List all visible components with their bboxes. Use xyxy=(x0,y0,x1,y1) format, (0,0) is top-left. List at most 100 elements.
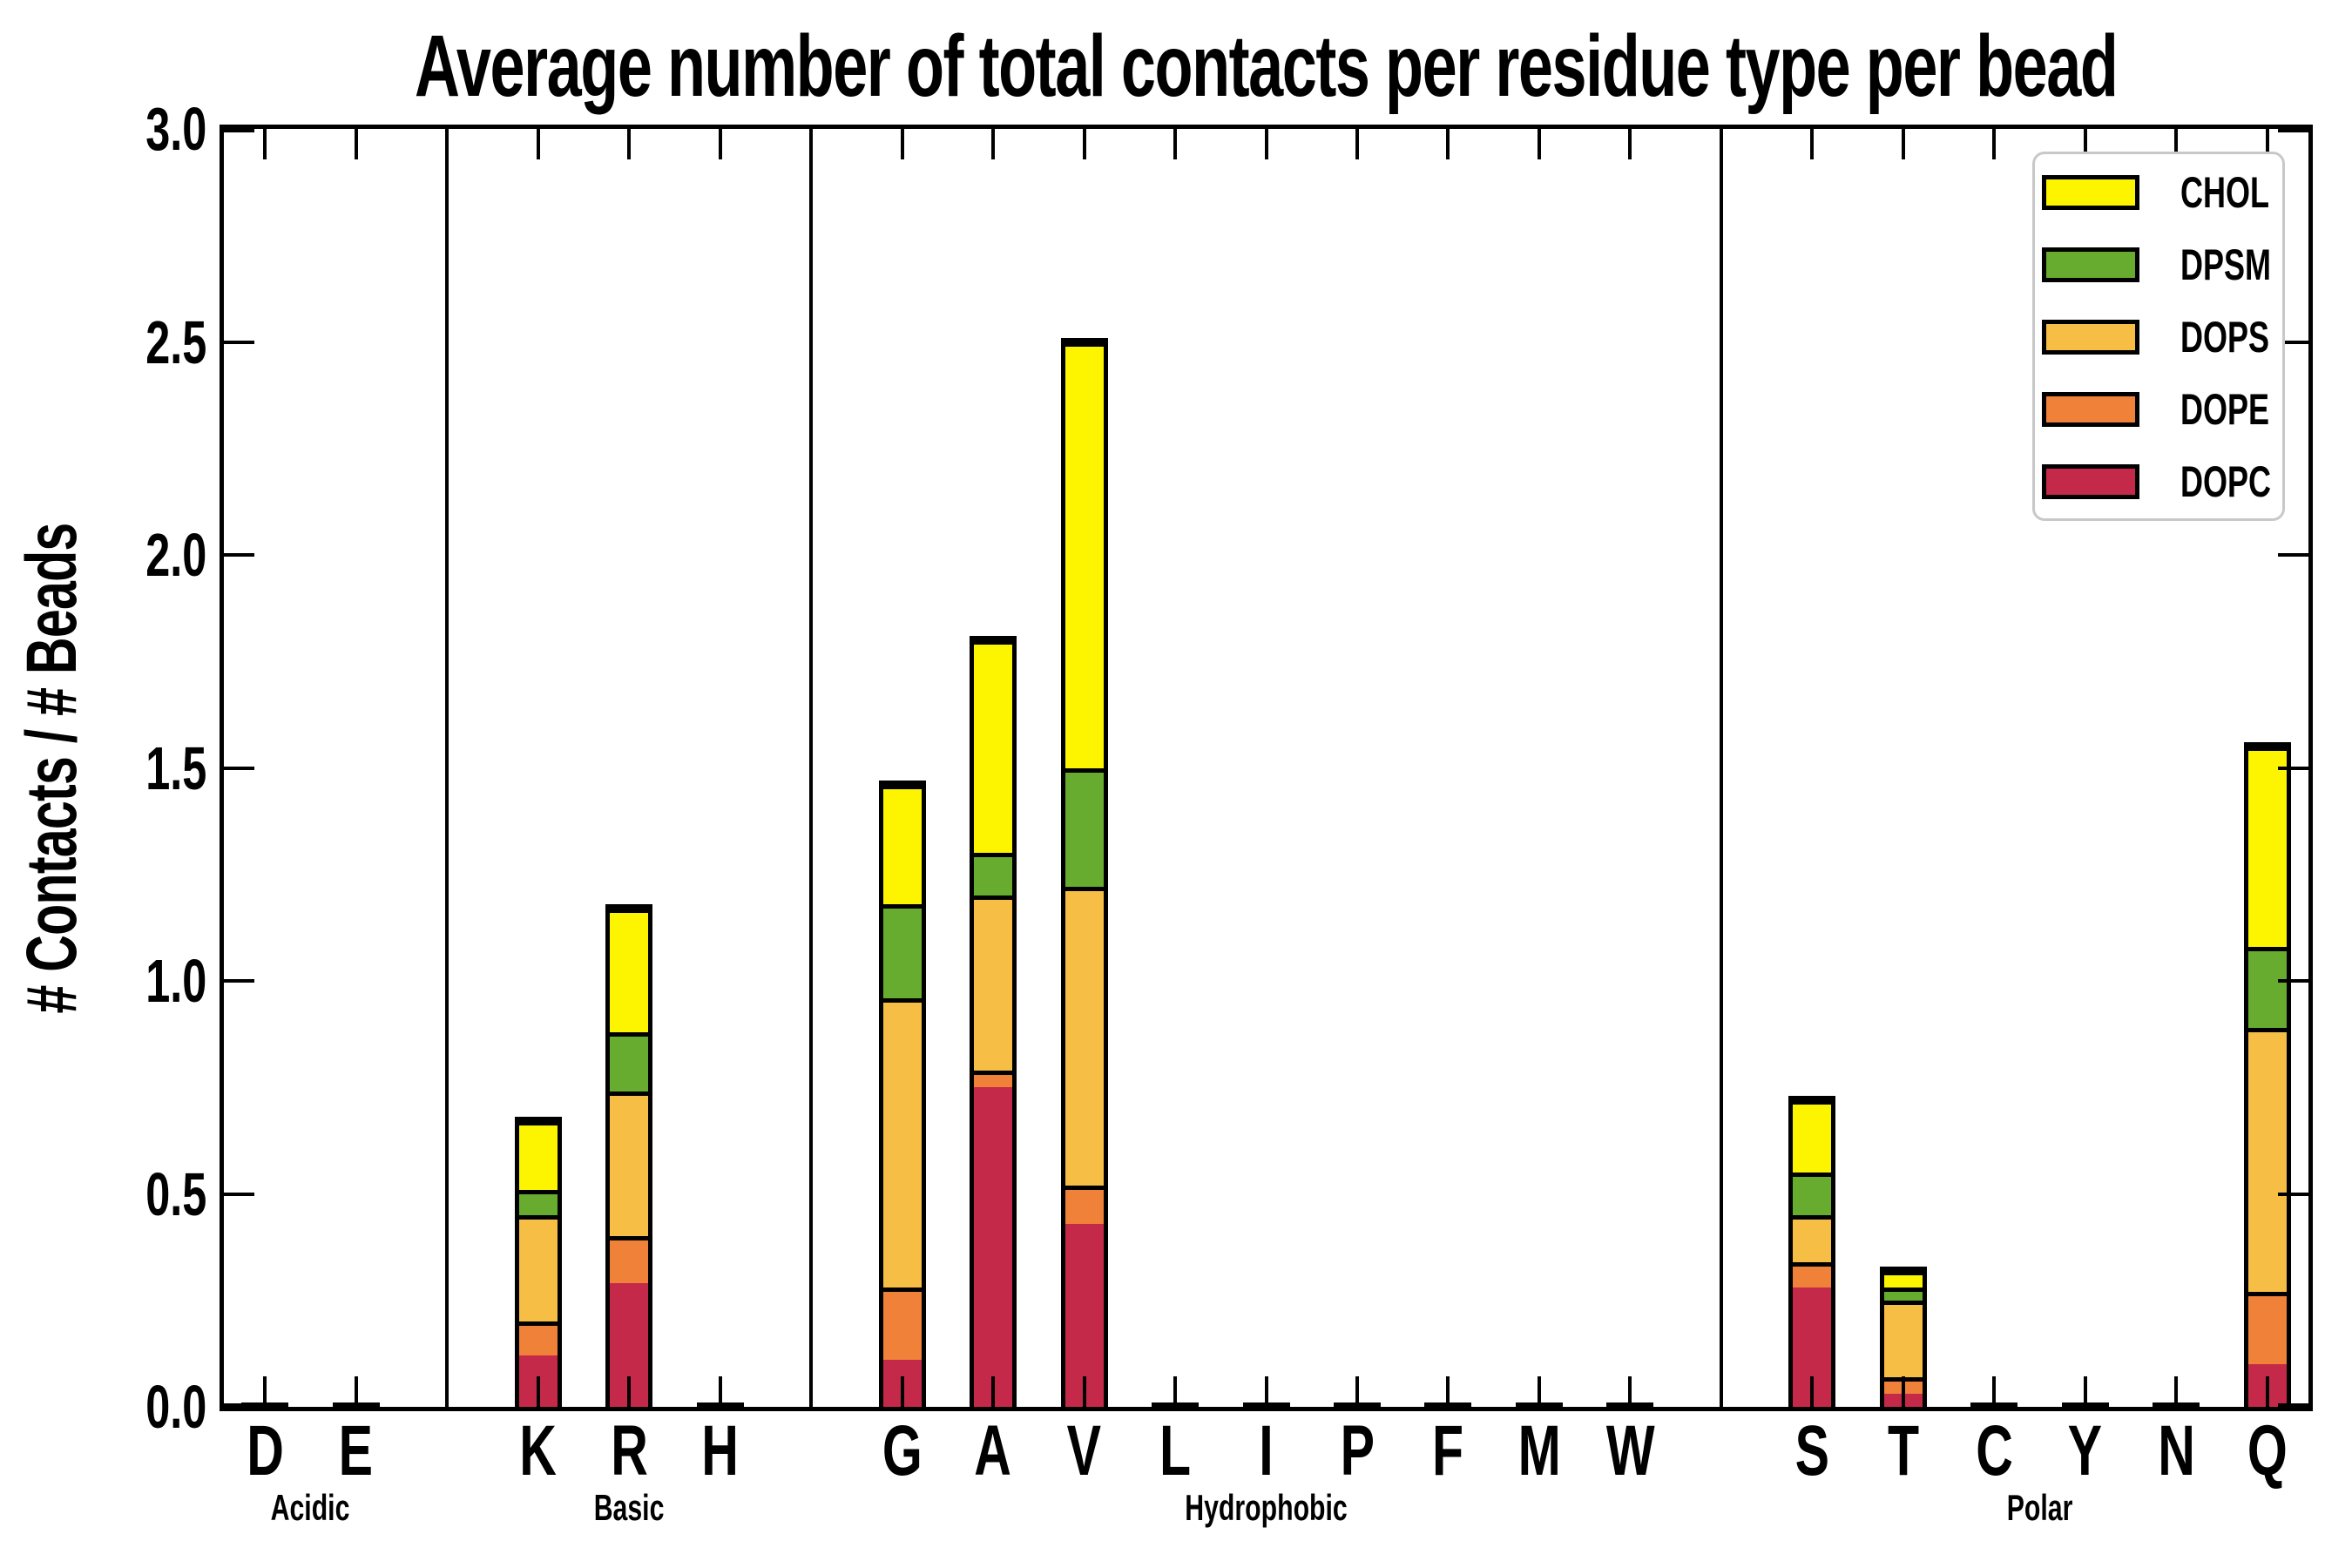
bar-K xyxy=(514,1117,562,1411)
x-tick-top-Y xyxy=(2083,129,2087,159)
y-tick-left-1 xyxy=(224,979,254,983)
y-tick-left-1.5 xyxy=(224,766,254,770)
bar-T xyxy=(1879,1266,1927,1411)
bar-segment-A-CHOL xyxy=(974,639,1013,854)
y-tick-right-3 xyxy=(2278,129,2308,132)
bar-segment-R-DOPE xyxy=(610,1236,649,1284)
bar-segment-A-DOPS xyxy=(974,896,1013,1071)
x-tick-bottom-S xyxy=(1810,1376,1815,1407)
group-label-text: Acidic xyxy=(271,1487,350,1528)
residue-letter: L xyxy=(1159,1411,1192,1490)
residue-letter: H xyxy=(701,1411,739,1490)
bar-V xyxy=(1060,337,1108,1411)
y-tick-left-2.5 xyxy=(224,340,254,344)
bar-segment-G-DOPS xyxy=(882,997,922,1288)
x-tick-bottom-A xyxy=(991,1376,996,1407)
plot-frame xyxy=(220,125,2313,1411)
x-tick-top-G xyxy=(900,129,904,159)
x-tick-bottom-V xyxy=(1082,1376,1086,1407)
bar-segment-T-DPSM xyxy=(1883,1288,1923,1301)
residue-letter: F xyxy=(1432,1411,1464,1490)
x-tick-top-A xyxy=(991,129,996,159)
legend-label-text: DOPC xyxy=(2180,457,2272,506)
y-tick-right-1.5 xyxy=(2278,766,2308,770)
x-tick-top-H xyxy=(718,129,722,159)
bar-G xyxy=(878,781,926,1411)
legend-box: CHOL DPSM DOPS DOPE DOPC xyxy=(2032,152,2285,521)
bar-Q xyxy=(2243,742,2291,1411)
legend-swatch-DOPC xyxy=(2042,464,2139,499)
y-tick-right-0.5 xyxy=(2278,1192,2308,1196)
residue-letter: M xyxy=(1517,1411,1561,1490)
residue-letter: Y xyxy=(2068,1411,2103,1490)
bar-S xyxy=(1788,1095,1836,1411)
legend-swatch-CHOL xyxy=(2042,175,2139,210)
x-tick-top-I xyxy=(1264,129,1268,159)
residue-letter: E xyxy=(339,1411,374,1490)
y-tick-label-text: 1.0 xyxy=(145,947,206,1015)
legend-swatch-DOPE xyxy=(2042,392,2139,427)
x-tick-bottom-M xyxy=(1537,1376,1541,1407)
bar-segment-K-DPSM xyxy=(518,1189,558,1215)
y-tick-label-text: 3.0 xyxy=(145,95,206,163)
residue-letter: V xyxy=(1066,1411,1102,1490)
x-tick-top-P xyxy=(1355,129,1359,159)
x-tick-top-E xyxy=(354,129,358,159)
group-label-text: Basic xyxy=(593,1487,665,1528)
bar-segment-Q-CHOL xyxy=(2247,747,2287,947)
residue-letter: K xyxy=(519,1411,557,1490)
x-tick-top-Q xyxy=(2265,129,2269,159)
bar-segment-A-DOPC xyxy=(974,1087,1013,1407)
x-tick-top-N xyxy=(2174,129,2179,159)
x-tick-bottom-K xyxy=(536,1376,540,1407)
x-tick-bottom-I xyxy=(1264,1376,1268,1407)
y-tick-left-2 xyxy=(224,553,254,557)
x-tick-top-S xyxy=(1810,129,1815,159)
bar-segment-A-DPSM xyxy=(974,853,1013,896)
bar-segment-G-DOPE xyxy=(882,1288,922,1361)
bar-segment-T-DOPS xyxy=(1883,1300,1923,1377)
bar-segment-S-DPSM xyxy=(1793,1173,1832,1215)
residue-letter: T xyxy=(1887,1411,1919,1490)
group-label-text: Hydrophobic xyxy=(1185,1487,1348,1528)
bar-segment-R-DPSM xyxy=(610,1031,649,1092)
residue-letter: D xyxy=(246,1411,284,1490)
residue-letter: P xyxy=(1340,1411,1375,1490)
bar-segment-K-DOPS xyxy=(518,1214,558,1322)
x-tick-bottom-H xyxy=(718,1376,722,1407)
bar-segment-G-CHOL xyxy=(882,785,922,904)
x-tick-bottom-N xyxy=(2174,1376,2179,1407)
group-label-text: Polar xyxy=(2006,1487,2073,1528)
residue-letter: I xyxy=(1259,1411,1274,1490)
y-tick-label-text: 0.0 xyxy=(145,1373,206,1441)
bar-R xyxy=(605,903,653,1411)
x-tick-top-D xyxy=(263,129,267,159)
bar-segment-V-DPSM xyxy=(1064,767,1104,888)
x-tick-bottom-G xyxy=(900,1376,904,1407)
x-tick-bottom-E xyxy=(354,1376,358,1407)
x-tick-top-M xyxy=(1537,129,1541,159)
group-separator-0 xyxy=(445,129,449,1407)
bar-segment-Q-DOPE xyxy=(2247,1291,2287,1365)
residue-letter: R xyxy=(610,1411,648,1490)
x-tick-top-W xyxy=(1628,129,1632,159)
x-tick-bottom-C xyxy=(1992,1376,1997,1407)
y-tick-right-2 xyxy=(2278,553,2308,557)
bar-segment-A-DOPE xyxy=(974,1070,1013,1088)
x-tick-top-F xyxy=(1446,129,1450,159)
bar-segment-K-CHOL xyxy=(518,1121,558,1190)
group-separator-2 xyxy=(1719,129,1723,1407)
x-tick-bottom-D xyxy=(263,1376,267,1407)
y-tick-label-text: 2.0 xyxy=(145,521,206,589)
x-tick-top-K xyxy=(536,129,540,159)
x-tick-top-R xyxy=(627,129,632,159)
y-tick-right-0 xyxy=(2278,1403,2308,1407)
y-tick-right-1 xyxy=(2278,979,2308,983)
bar-segment-K-DOPE xyxy=(518,1321,558,1356)
bar-segment-T-CHOL xyxy=(1883,1270,1923,1288)
plot-area xyxy=(224,129,2308,1411)
bar-segment-S-CHOL xyxy=(1793,1099,1832,1173)
x-tick-top-L xyxy=(1173,129,1178,159)
x-tick-top-C xyxy=(1992,129,1997,159)
bar-segment-V-DOPE xyxy=(1064,1185,1104,1224)
